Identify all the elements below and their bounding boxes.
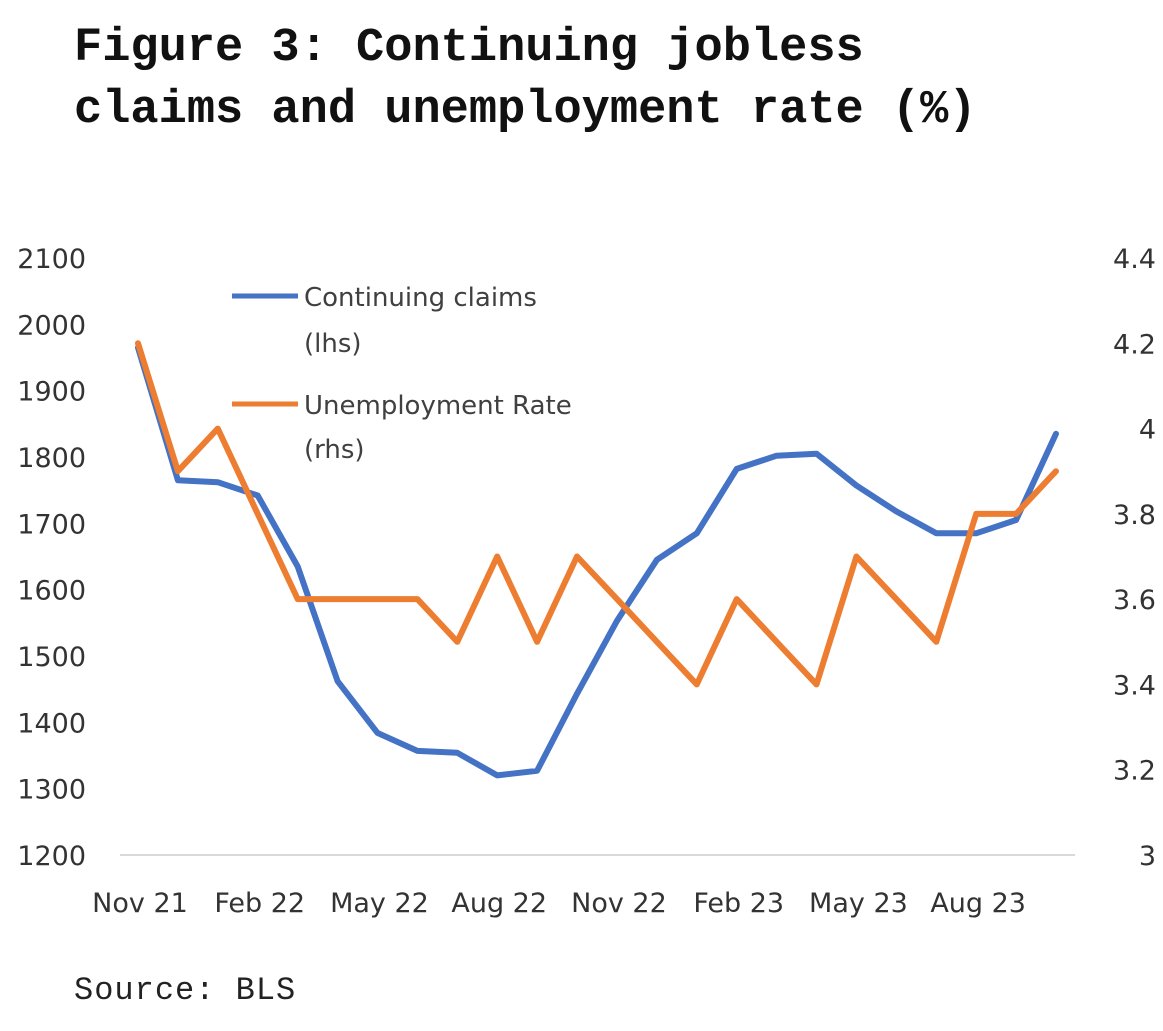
x-tick-label: Aug 23 [930,888,1026,919]
continuing-claims-line [135,344,1059,779]
legend-unemployment-axis-label: (rhs) [304,435,365,465]
legend-claims-axis-label: (lhs) [304,329,362,359]
y-right-tick-label: 3.2 [1113,756,1156,787]
chart-area: 1200 1300 1400 1500 1600 1700 1800 1900 2000 2100… [17,244,1156,919]
y-right-tick-label: 3.6 [1113,585,1156,616]
y-left-tick-label: 1800 [17,443,86,474]
x-tick-label: Feb 22 [214,888,305,919]
y-left-tick-label: 2000 [17,310,86,341]
y-left-tick-label: 1900 [17,377,86,408]
x-tick-label: Feb 23 [693,888,784,919]
y-left-tick-label: 1200 [17,841,86,872]
chart-title: Figure 3: Continuing jobless claims and … [74,22,977,137]
legend-unemployment-label: Unemployment Rate [304,391,572,421]
source-note: Source: BLS [74,972,297,1009]
x-tick-label: Nov 21 [92,888,188,919]
x-tick-label: Nov 22 [571,888,667,919]
x-tick-label: May 22 [330,888,429,919]
legend-claims-label: Continuing claims [304,283,537,313]
y-right-tick-label: 3.4 [1113,670,1156,701]
axis-layer: 1200 1300 1400 1500 1600 1700 1800 1900 2000 2100… [17,244,1156,919]
y-right-tick-label: 4.2 [1113,329,1156,360]
y-right-tick-label: 4 [1139,415,1156,446]
series-layer [135,340,1059,779]
y-right-tick-label: 4.4 [1113,244,1156,275]
y-left-tick-label: 1600 [17,576,86,607]
y-left-tick-label: 1300 [17,775,86,806]
y-right-tick-label: 3.8 [1113,500,1156,531]
x-tick-label: May 23 [809,888,908,919]
y-left-tick-label: 1700 [17,509,86,540]
legend: Continuing claims (lhs) Unemployment Rat… [232,283,572,465]
y-left-tick-label: 2100 [17,244,86,275]
y-right-tick-label: 3 [1139,841,1156,872]
y-left-tick-label: 1400 [17,708,86,739]
x-tick-label: Aug 22 [451,888,547,919]
unemployment-rate-line [135,340,1059,688]
y-left-tick-label: 1500 [17,642,86,673]
